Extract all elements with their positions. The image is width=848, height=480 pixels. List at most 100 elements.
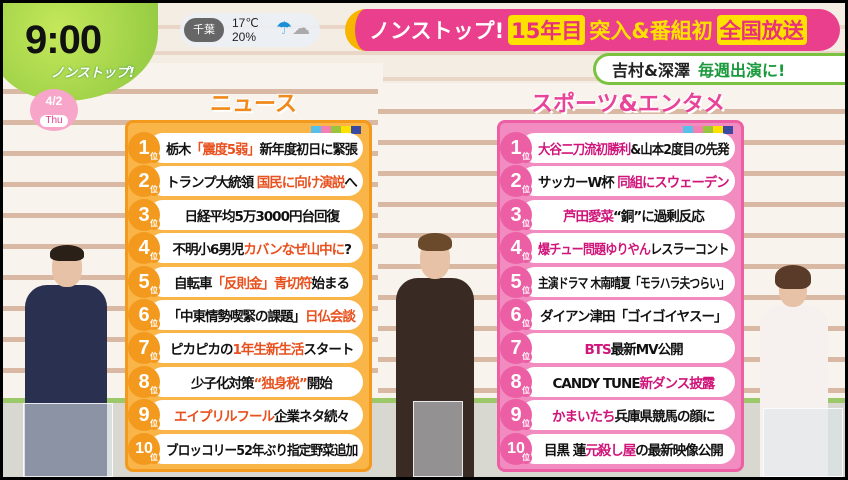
ranking-item-text: 不明小6男児カバンなぜ山中に? xyxy=(173,238,352,259)
ranking-item-pill: エイプリルフール企業ネタ続々 xyxy=(148,400,363,431)
rank-suffix: 位 xyxy=(520,284,532,297)
item-text: 栃木 xyxy=(166,142,191,158)
rank-suffix: 位 xyxy=(520,384,532,397)
news-title: ニュース xyxy=(210,92,297,117)
ranking-item: CANDY TUNE新ダンス披露 8 位 xyxy=(500,365,735,398)
rank-suffix: 位 xyxy=(148,251,160,264)
highlight-text: カバンなぜ山中に xyxy=(243,242,345,259)
ranking-item-pill: サッカーW杯 同組にスウェーデン xyxy=(520,166,735,197)
ranking-item-text: 爆チュー問題ゆりやんレスラーコント xyxy=(538,238,729,258)
ranking-item-pill: かまいたち兵庫県競馬の顔に xyxy=(520,400,735,431)
item-text: &山本2度目の先発 xyxy=(630,142,729,158)
ranking-item-pill: 「中東情勢喫緊の課題」日仏会談 xyxy=(148,299,363,330)
rank-number: 1 xyxy=(510,137,522,159)
rank-number: 3 xyxy=(138,203,150,226)
sub-banner: 吉村&深澤 毎週出演に! xyxy=(593,53,845,85)
rank-number: 5 xyxy=(510,270,522,293)
ranking-item-pill: トランプ大統領 国民に向け演説へ xyxy=(148,166,363,197)
sub-banner-text: 毎週出演に! xyxy=(697,61,786,80)
highlight-text: 国民に向け演説 xyxy=(256,175,345,192)
decorative-stripes xyxy=(311,126,361,134)
banner-text: ノンストップ! xyxy=(369,19,505,43)
item-text: 兵庫県競馬の顔に xyxy=(614,409,716,426)
sub-banner-names: 吉村&深澤 xyxy=(612,61,690,80)
ranking-item: 「中東情勢喫緊の課題」日仏会談 6 位 xyxy=(128,298,363,331)
ranking-item: ブロッコリー52年ぶり指定野菜追加 10 位 xyxy=(128,432,363,465)
sports-title: スポーツ&エンタメ xyxy=(531,92,726,117)
highlight-text: 「震度5弱」 xyxy=(190,142,260,158)
ranking-item-pill: ピカピカの1年生新生活スタート xyxy=(148,333,363,364)
rank-suffix: 位 xyxy=(148,184,160,197)
ranking-item-text: トランプ大統領 国民に向け演説へ xyxy=(166,171,358,192)
ranking-item: トランプ大統領 国民に向け演説へ 2 位 xyxy=(128,165,363,198)
item-text: 少子化対策 xyxy=(191,375,254,392)
item-text: サッカーW杯 xyxy=(538,175,618,192)
ranking-item-text: かまいたち兵庫県競馬の顔に xyxy=(552,405,716,426)
ranking-item-pill: ブロッコリー52年ぶり指定野菜追加 xyxy=(148,433,363,464)
ranking-item: 不明小6男児カバンなぜ山中に? 4 位 xyxy=(128,232,363,265)
item-text: CANDY TUNE xyxy=(552,375,641,392)
ranking-item-text: ピカピカの1年生新生活スタート xyxy=(170,338,354,359)
ranking-item: 爆チュー問題ゆりやんレスラーコント 4 位 xyxy=(500,232,735,265)
highlight-text: 日仏会談 xyxy=(305,308,356,325)
ranking-item: 栃木「震度5弱」新年度初日に緊張 1 位 xyxy=(128,132,363,164)
rank-number: 8 xyxy=(138,370,150,393)
ranking-item: かまいたち兵庫県競馬の顔に 9 位 xyxy=(500,399,735,432)
rank-suffix: 位 xyxy=(148,284,160,297)
ranking-item-text: 日経平均5万3000円台回復 xyxy=(185,205,340,225)
item-text: “銅”に過剰反応 xyxy=(613,208,705,225)
ranking-item-pill: 大谷二刀流初勝利&山本2度目の先発 xyxy=(520,133,735,163)
highlight-text: かまいたち xyxy=(552,409,615,426)
highlight-text: 新ダンス披露 xyxy=(639,375,716,392)
rank-badge: 10 位 xyxy=(500,432,532,465)
highlight-text: 1年生新生活 xyxy=(232,342,305,359)
rank-number: 4 xyxy=(138,237,150,260)
rank-number: 1 xyxy=(138,137,150,159)
ranking-item-pill: 栃木「震度5弱」新年度初日に緊張 xyxy=(148,133,363,163)
date-weekday: Thu xyxy=(40,115,68,127)
weather-widget: 千葉 17℃ 20% ☂☁ xyxy=(180,13,320,47)
ranking-item-text: エイプリルフール企業ネタ続々 xyxy=(174,405,350,425)
rank-suffix: 位 xyxy=(148,151,160,163)
ranking-item-text: 少子化対策“独身税”開始 xyxy=(191,372,333,392)
news-ranking-board: 栃木「震度5弱」新年度初日に緊張 1 位トランプ大統領 国民に向け演説へ 2 位日経平均… xyxy=(125,120,372,472)
banner-highlight: 15年目 xyxy=(508,15,586,45)
ranking-item: ダイアン津田「ゴイゴイヤスー」 6 位 xyxy=(500,298,735,331)
highlight-text: 芦田愛菜 xyxy=(563,208,614,225)
rank-suffix: 位 xyxy=(520,418,532,431)
highlight-text: 大谷二刀流初勝利 xyxy=(538,142,631,158)
rank-number: 6 xyxy=(510,303,522,326)
ranking-item-text: 自転車「反則金」青切符始まる xyxy=(174,272,350,292)
ranking-item-pill: 目黒 蓮元殺し屋の最新映像公開 xyxy=(520,433,735,464)
rank-number: 8 xyxy=(510,370,522,393)
rank-suffix: 位 xyxy=(148,418,160,431)
rank-suffix: 位 xyxy=(148,451,160,464)
ranking-item: 芦田愛菜“銅”に過剰反応 3 位 xyxy=(500,198,735,231)
highlight-text: BTS xyxy=(584,342,612,359)
ranking-item: エイプリルフール企業ネタ続々 9 位 xyxy=(128,399,363,432)
rank-number: 9 xyxy=(510,404,522,427)
ranking-item-text: 「中東情勢喫緊の課題」日仏会談 xyxy=(168,305,357,325)
highlight-text: 同組にスウェーデン xyxy=(617,175,729,192)
decorative-stripes xyxy=(683,126,733,134)
weather-city: 千葉 xyxy=(184,18,224,42)
ranking-item: 自転車「反則金」青切符始まる 5 位 xyxy=(128,265,363,298)
ranking-item: 主演ドラマ 木南晴夏「モラハラ夫つらい」 5 位 xyxy=(500,265,735,298)
ranking-item-pill: 芦田愛菜“銅”に過剰反応 xyxy=(520,199,735,230)
ranking-item-pill: CANDY TUNE新ダンス披露 xyxy=(520,366,735,397)
ranking-item-text: 大谷二刀流初勝利&山本2度目の先発 xyxy=(538,138,730,158)
ranking-item-text: 芦田愛菜“銅”に過剰反応 xyxy=(563,205,705,225)
